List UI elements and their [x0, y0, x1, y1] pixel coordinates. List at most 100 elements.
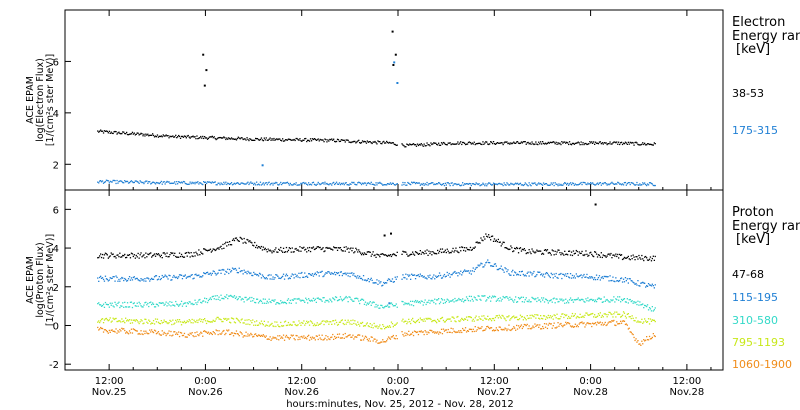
data-point — [427, 317, 429, 319]
data-point — [244, 335, 246, 337]
y-tick-label: 6 — [53, 205, 59, 216]
data-point — [438, 142, 440, 144]
data-point — [532, 272, 534, 274]
data-point — [461, 184, 463, 186]
data-point — [556, 183, 558, 185]
data-point — [546, 299, 549, 302]
data-point — [294, 139, 296, 142]
data-point — [445, 144, 447, 146]
data-point — [259, 299, 262, 301]
data-point — [191, 255, 193, 257]
data-point — [485, 328, 487, 330]
data-point — [620, 316, 622, 318]
data-point — [312, 138, 315, 141]
data-point — [464, 183, 467, 185]
data-point — [248, 319, 250, 321]
data-point — [210, 332, 212, 335]
data-point — [118, 131, 120, 133]
data-point — [382, 324, 384, 326]
data-point — [463, 141, 465, 144]
data-point — [360, 183, 363, 186]
data-point — [637, 340, 639, 342]
data-point — [647, 143, 650, 145]
data-point — [253, 184, 255, 186]
data-point — [307, 335, 309, 338]
data-point — [240, 182, 242, 184]
data-point — [387, 326, 390, 328]
data-point — [213, 332, 215, 334]
data-point — [383, 341, 385, 343]
data-point — [258, 272, 261, 274]
data-point — [564, 302, 566, 304]
data-point — [295, 247, 297, 250]
data-point — [510, 329, 512, 332]
data-point — [540, 182, 542, 185]
data-point — [110, 252, 112, 254]
data-point — [247, 323, 249, 325]
data-point — [158, 302, 160, 304]
data-point — [602, 277, 604, 280]
data-point — [515, 316, 517, 318]
data-point — [187, 321, 189, 323]
data-point — [461, 143, 463, 146]
data-point — [152, 320, 155, 322]
data-point — [543, 249, 546, 251]
data-point — [377, 342, 379, 344]
data-point — [545, 298, 548, 301]
data-point — [295, 182, 297, 184]
data-point — [326, 272, 328, 274]
data-point — [513, 301, 515, 303]
data-point — [323, 250, 325, 253]
data-point — [196, 182, 198, 184]
data-point — [149, 302, 151, 304]
data-point — [618, 299, 620, 301]
data-point — [405, 334, 407, 337]
data-point — [568, 299, 571, 301]
data-point — [653, 142, 655, 144]
data-point — [332, 297, 334, 299]
data-point — [326, 339, 328, 341]
data-point — [487, 143, 489, 145]
data-point — [247, 333, 249, 335]
data-point — [173, 182, 175, 184]
data-point-spike — [205, 69, 208, 72]
data-point — [520, 296, 523, 298]
data-point — [223, 298, 225, 300]
data-point — [373, 184, 375, 186]
data-point — [373, 282, 375, 284]
data-point — [111, 302, 113, 304]
data-point — [580, 298, 582, 301]
data-point — [511, 328, 513, 331]
data-point — [517, 319, 520, 321]
data-point — [235, 317, 238, 319]
data-point — [234, 267, 237, 270]
data-point — [244, 271, 246, 273]
data-point — [536, 314, 538, 316]
data-point — [430, 277, 432, 280]
data-point — [124, 329, 126, 332]
data-point — [123, 131, 125, 133]
data-point — [302, 299, 304, 301]
data-point — [504, 267, 506, 269]
data-point — [243, 237, 245, 240]
data-point — [586, 253, 588, 255]
data-point — [556, 313, 558, 315]
data-point — [585, 312, 587, 314]
data-point — [371, 142, 373, 145]
data-point — [515, 182, 517, 184]
data-point — [412, 317, 414, 320]
data-point — [427, 275, 429, 277]
data-point — [107, 304, 109, 306]
data-point — [520, 271, 523, 273]
data-point — [572, 182, 575, 185]
data-point — [368, 338, 370, 340]
data-point — [128, 182, 131, 184]
data-point — [384, 341, 386, 343]
data-point — [207, 249, 210, 251]
data-point — [433, 142, 435, 144]
data-point — [314, 184, 316, 186]
data-point — [544, 183, 547, 185]
data-point — [401, 253, 403, 255]
data-point — [546, 142, 549, 145]
data-point — [589, 252, 591, 254]
